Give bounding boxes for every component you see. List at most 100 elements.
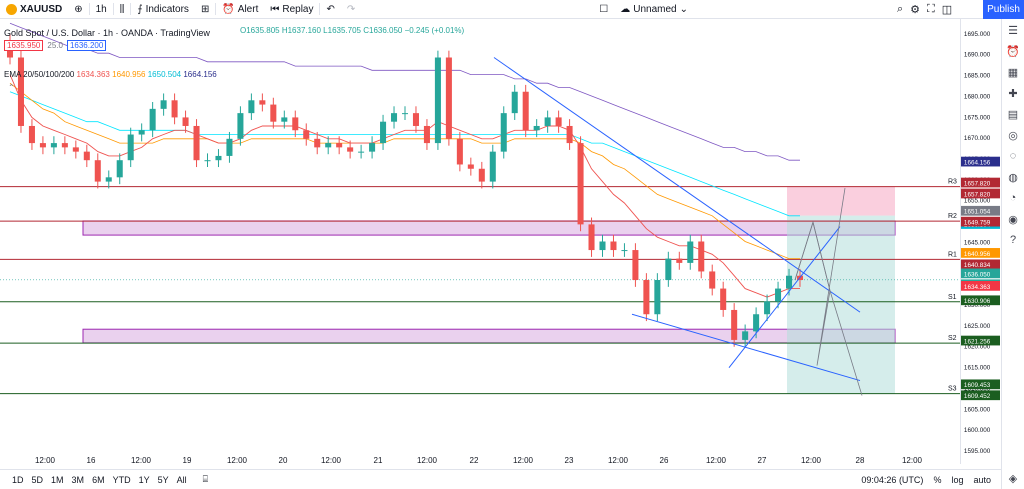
- alert-button[interactable]: ⏰ Alert: [216, 0, 264, 19]
- candle-body[interactable]: [654, 280, 661, 315]
- candle-body[interactable]: [775, 288, 782, 302]
- candle-body[interactable]: [248, 100, 255, 114]
- candle-body[interactable]: [566, 125, 573, 144]
- candle-body[interactable]: [116, 160, 123, 178]
- indicators-button[interactable]: ⨍ Indicators: [131, 0, 195, 19]
- undo-button[interactable]: ↶: [320, 0, 340, 19]
- trendline[interactable]: [493, 57, 861, 313]
- candle-body[interactable]: [39, 143, 46, 148]
- candle-body[interactable]: [72, 147, 79, 152]
- calendar-icon[interactable]: ▤: [1007, 108, 1019, 121]
- candle-body[interactable]: [369, 143, 376, 152]
- candle-body[interactable]: [786, 275, 793, 289]
- range-button-5d[interactable]: 5D: [31, 474, 44, 485]
- data-window-icon[interactable]: ▦: [1007, 66, 1019, 79]
- sr-zone[interactable]: [82, 328, 896, 344]
- range-button-1y[interactable]: 1Y: [138, 474, 150, 485]
- candle-body[interactable]: [687, 241, 694, 263]
- layout-toggle[interactable]: ☐: [593, 0, 614, 19]
- candle-body[interactable]: [610, 241, 617, 251]
- interval-selector[interactable]: 1h: [90, 0, 113, 19]
- candle-body[interactable]: [412, 113, 419, 126]
- candle-body[interactable]: [456, 138, 463, 165]
- ema200-line[interactable]: [9, 22, 800, 161]
- candle-body[interactable]: [215, 155, 222, 161]
- trendline[interactable]: [631, 313, 861, 382]
- sell-price[interactable]: 1635.950: [4, 40, 44, 51]
- range-button-3m[interactable]: 3M: [71, 474, 85, 485]
- publish-button[interactable]: Publish: [983, 0, 1024, 19]
- candle-body[interactable]: [391, 113, 398, 122]
- candle-body[interactable]: [753, 314, 760, 332]
- redo-button[interactable]: ↷: [341, 0, 361, 19]
- compare-button[interactable]: ⊕: [68, 0, 88, 19]
- range-button-5y[interactable]: 5Y: [157, 474, 169, 485]
- candle-body[interactable]: [434, 57, 441, 144]
- candle-body[interactable]: [314, 138, 321, 148]
- candle-body[interactable]: [160, 100, 167, 109]
- candle-body[interactable]: [17, 57, 24, 126]
- broadcast-icon[interactable]: ◉: [1008, 213, 1018, 226]
- candle-body[interactable]: [358, 151, 365, 153]
- candle-body[interactable]: [599, 241, 606, 251]
- candle-body[interactable]: [127, 134, 134, 161]
- search-icon[interactable]: ⌕: [897, 3, 904, 15]
- candle-body[interactable]: [226, 138, 233, 156]
- ideas-icon[interactable]: ◎: [1008, 129, 1018, 142]
- candle-body[interactable]: [325, 143, 332, 148]
- candle-body[interactable]: [709, 271, 716, 289]
- target-zone[interactable]: [787, 215, 895, 394]
- candle-body[interactable]: [105, 177, 112, 182]
- range-button-1m[interactable]: 1M: [51, 474, 64, 485]
- fullscreen-icon[interactable]: ⛶: [927, 3, 935, 15]
- log-toggle[interactable]: log: [951, 474, 964, 485]
- ema20-line[interactable]: [9, 74, 800, 298]
- candle-body[interactable]: [720, 288, 727, 310]
- candle-body[interactable]: [281, 117, 288, 122]
- candle-body[interactable]: [544, 117, 551, 126]
- candle-body[interactable]: [533, 125, 540, 131]
- chat-icon[interactable]: ◌: [1009, 150, 1017, 162]
- candle-body[interactable]: [28, 125, 35, 144]
- candle-body[interactable]: [742, 331, 749, 340]
- auto-toggle[interactable]: auto: [973, 474, 991, 485]
- candle-body[interactable]: [489, 151, 496, 182]
- camera-icon[interactable]: ◫: [941, 4, 953, 16]
- candle-body[interactable]: [237, 113, 244, 139]
- candle-body[interactable]: [423, 125, 430, 144]
- candle-body[interactable]: [698, 241, 705, 272]
- candle-body[interactable]: [500, 113, 507, 152]
- replay-button[interactable]: ⏮ Replay: [264, 0, 319, 19]
- candle-body[interactable]: [83, 151, 90, 161]
- candle-body[interactable]: [182, 117, 189, 126]
- candle-body[interactable]: [171, 100, 178, 118]
- candle-body[interactable]: [270, 104, 277, 122]
- chart-type-button[interactable]: ⫼: [114, 0, 131, 19]
- candle-body[interactable]: [632, 250, 639, 281]
- candle-body[interactable]: [588, 224, 595, 251]
- candle-body[interactable]: [149, 108, 156, 131]
- candle-body[interactable]: [511, 91, 518, 114]
- candle-body[interactable]: [665, 258, 672, 281]
- candle-body[interactable]: [380, 121, 387, 144]
- sr-zone[interactable]: [82, 220, 896, 236]
- candle-body[interactable]: [731, 309, 738, 340]
- range-button-6m[interactable]: 6M: [92, 474, 105, 485]
- candle-body[interactable]: [50, 143, 57, 148]
- candle-body[interactable]: [445, 57, 452, 139]
- candle-body[interactable]: [577, 143, 584, 225]
- price-axis[interactable]: 1695.000 1690.000 1685.000 1680.000 1675.000…: [960, 19, 1000, 464]
- watchlist-icon[interactable]: ☰: [1008, 24, 1018, 37]
- candle-body[interactable]: [555, 117, 562, 126]
- candle-body[interactable]: [621, 250, 628, 252]
- buy-price[interactable]: 1636.200: [66, 40, 107, 51]
- percent-toggle[interactable]: %: [933, 474, 942, 485]
- alarm-clock-icon[interactable]: ⏰: [1006, 45, 1020, 58]
- price-chart[interactable]: R3 R2 R1 S1 S2 S3: [0, 19, 960, 464]
- candle-body[interactable]: [138, 130, 145, 135]
- candle-body[interactable]: [292, 117, 299, 131]
- projection-path-down[interactable]: [794, 220, 863, 396]
- candle-body[interactable]: [522, 91, 529, 131]
- templates-button[interactable]: ⊞: [195, 0, 215, 19]
- date-range-icon[interactable]: ⌸: [202, 474, 209, 484]
